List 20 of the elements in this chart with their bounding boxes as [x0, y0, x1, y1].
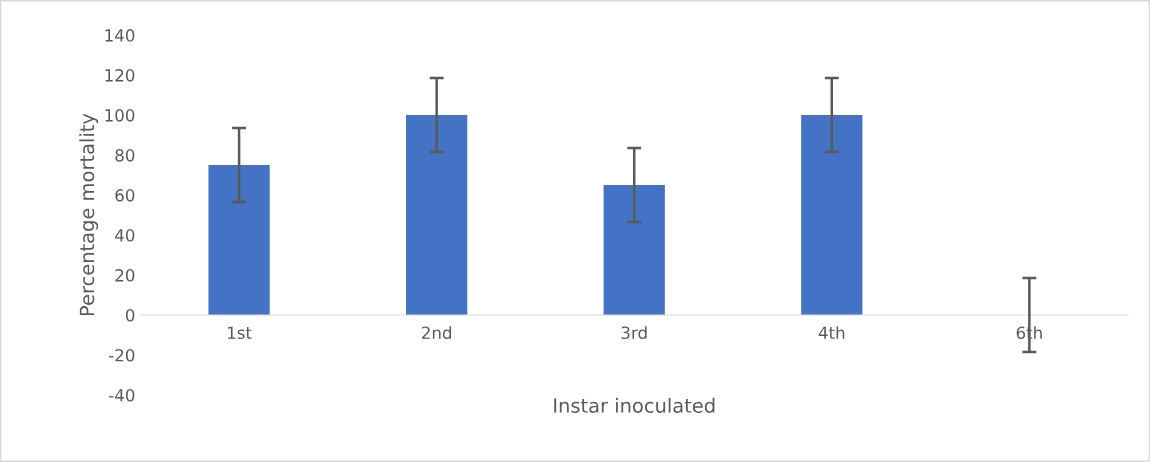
y-tick-label: 140 — [105, 29, 135, 42]
y-tick-label: 60 — [115, 189, 135, 202]
x-tick-label: 4th — [818, 326, 845, 339]
y-tick-label: 20 — [115, 269, 135, 282]
bar — [801, 115, 863, 316]
x-tick-label: 1st — [228, 326, 252, 340]
y-tick-label: 0 — [125, 308, 135, 322]
bar — [406, 115, 468, 316]
x-tick-label: 3rd — [621, 326, 647, 340]
y-tick-label: 40 — [115, 229, 135, 242]
bar — [603, 185, 665, 316]
bar — [208, 165, 270, 316]
y-tick-label: 120 — [105, 69, 135, 82]
y-tick-label: -20 — [109, 348, 135, 362]
x-axis-title: Instar inoculated — [554, 397, 715, 413]
y-tick-label: -40 — [109, 388, 135, 402]
y-axis-title: Percentage mortality — [79, 113, 99, 316]
y-tick-label: 80 — [115, 149, 135, 162]
x-tick-label: 2nd — [422, 326, 452, 340]
y-tick-label: 100 — [105, 109, 135, 122]
